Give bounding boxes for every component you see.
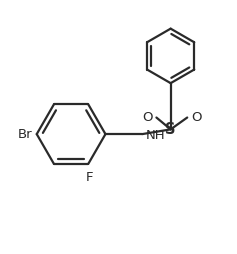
Text: Br: Br [18, 128, 32, 141]
Text: F: F [86, 171, 93, 184]
Text: NH: NH [146, 129, 165, 142]
Text: O: O [142, 111, 153, 124]
Text: O: O [191, 111, 201, 124]
Text: S: S [165, 122, 176, 137]
